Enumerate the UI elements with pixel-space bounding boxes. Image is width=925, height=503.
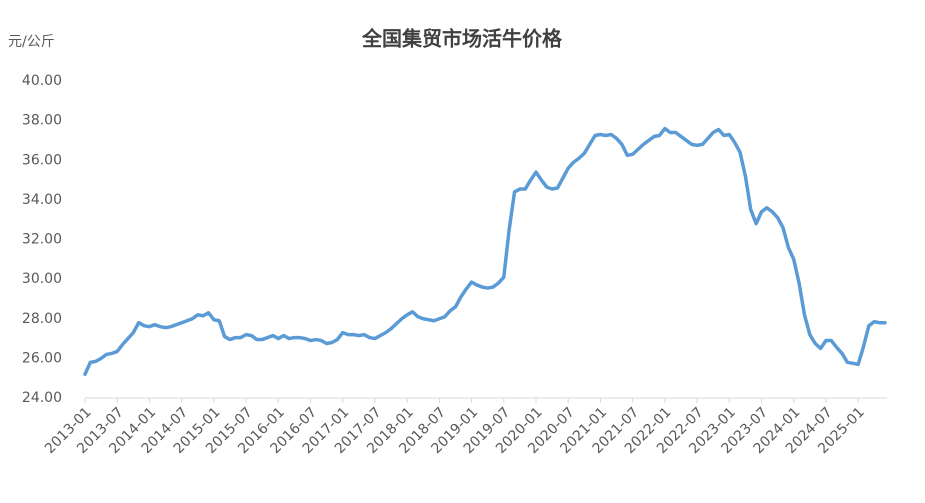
y-tick-label: 36.00 — [22, 152, 62, 168]
y-tick-label: 24.00 — [22, 390, 62, 406]
y-tick-label: 32.00 — [22, 232, 62, 248]
price-line — [83, 126, 887, 376]
y-tick-label: 38.00 — [22, 113, 62, 129]
y-tick-label: 30.00 — [22, 271, 62, 287]
y-tick-label: 26.00 — [22, 350, 62, 366]
chart-title: 全国集贸市场活牛价格 — [361, 27, 563, 51]
y-tick-label: 28.00 — [22, 311, 62, 327]
y-tick-label: 40.00 — [22, 73, 62, 89]
y-axis-label: 元/公斤 — [8, 34, 55, 50]
y-tick-label: 34.00 — [22, 192, 62, 208]
